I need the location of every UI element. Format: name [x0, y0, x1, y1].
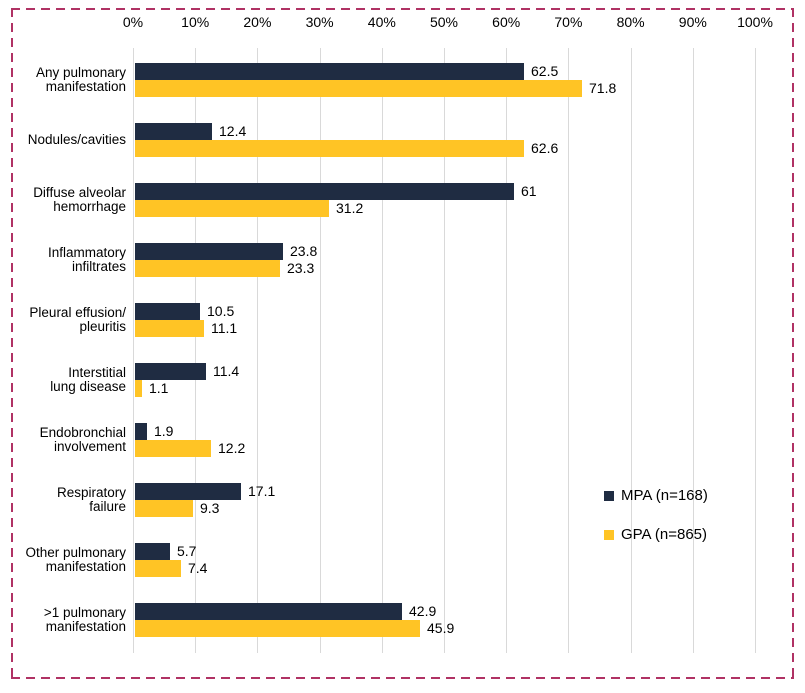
bar-value-label: 7.4 — [188, 560, 208, 576]
bar-mpa — [135, 423, 147, 440]
axis-tick-label: 80% — [616, 14, 645, 30]
gridline — [257, 48, 258, 653]
bar-value-label: 71.8 — [589, 80, 617, 96]
axis-tick-label: 10% — [181, 14, 210, 30]
bar-gpa — [135, 200, 329, 217]
bar-mpa — [135, 543, 170, 560]
axis-tick-label: 70% — [554, 14, 583, 30]
axis-tick-label: 50% — [429, 14, 459, 30]
gridline — [195, 48, 196, 653]
bar-gpa — [135, 440, 211, 457]
bar-value-label: 17.1 — [248, 483, 276, 499]
bar-mpa — [135, 303, 200, 320]
bar-mpa — [135, 483, 241, 500]
category-label: Pleural effusion/ pleuritis — [29, 304, 126, 334]
bar-gpa — [135, 320, 204, 337]
bar-value-label: 11.4 — [213, 363, 240, 379]
bar-gpa — [135, 560, 181, 577]
bar-value-label: 9.3 — [200, 500, 220, 516]
gridline — [568, 48, 569, 653]
bar-mpa — [135, 243, 283, 260]
bar-mpa — [135, 123, 212, 140]
bar-value-label: 10.5 — [207, 303, 235, 319]
dashed-border-left — [11, 8, 13, 679]
axis-tick-label: 40% — [367, 14, 396, 30]
category-label: Any pulmonary manifestation — [35, 64, 126, 94]
bar-value-label: 31.2 — [336, 200, 364, 216]
bar-value-label: 61 — [521, 183, 537, 199]
gridline — [133, 48, 134, 653]
legend-label-gpa: GPA (n=865) — [621, 526, 708, 543]
bar-mpa — [135, 603, 402, 620]
axis-tick-label: 30% — [305, 14, 334, 30]
axis-tick-label: 0% — [122, 14, 144, 30]
gridline — [320, 48, 321, 653]
bar-gpa — [135, 500, 193, 517]
category-label: Diffuse alveolar hemorrhage — [33, 184, 126, 214]
bar-value-label: 11.1 — [211, 320, 238, 336]
gridline — [631, 48, 632, 653]
legend-swatch-gpa — [604, 530, 614, 540]
bar-value-label: 62.5 — [531, 63, 559, 79]
dashed-border-right — [792, 8, 794, 679]
legend-item-gpa: GPA (n=865) — [604, 526, 708, 544]
bar-gpa — [135, 260, 280, 277]
dashed-border-top — [11, 8, 794, 10]
dashed-border-bottom — [11, 677, 794, 679]
category-label: Inflammatory infiltrates — [47, 244, 126, 274]
bar-value-label: 1.1 — [149, 380, 169, 396]
axis-tick-label: 90% — [678, 14, 707, 30]
gridline — [755, 48, 756, 653]
gridline — [693, 48, 694, 653]
gridline — [444, 48, 445, 653]
legend-label-mpa: MPA (n=168) — [621, 487, 708, 504]
bar-value-label: 1.9 — [154, 423, 174, 439]
bar-gpa — [135, 380, 142, 397]
legend-swatch-mpa — [604, 491, 614, 501]
gridline — [506, 48, 507, 653]
bar-value-label: 12.4 — [219, 123, 247, 139]
gridline — [382, 48, 383, 653]
bar-mpa — [135, 363, 206, 380]
bar-value-label: 42.9 — [409, 603, 437, 619]
category-label: Respiratory failure — [56, 484, 126, 514]
category-label: Other pulmonary manifestation — [25, 544, 126, 574]
bar-mpa — [135, 63, 524, 80]
axis-tick-label: 60% — [492, 14, 521, 30]
category-label: Endobronchial involvement — [39, 424, 126, 454]
bar-value-label: 62.6 — [531, 140, 559, 156]
bar-mpa — [135, 183, 514, 200]
category-label: >1 pulmonary manifestation — [43, 604, 126, 634]
axis-tick-label: 20% — [243, 14, 272, 30]
x-axis-tick-labels: 0% 10% 20% 30% 40% 50% 60% 70% 80% 90% 100% — [0, 13, 805, 31]
bar-value-label: 5.7 — [177, 543, 197, 559]
bar-gpa — [135, 80, 582, 97]
category-label: Interstitial lung disease — [50, 364, 126, 394]
category-label: Nodules/cavities — [27, 131, 126, 147]
bar-value-label: 45.9 — [427, 620, 455, 636]
axis-tick-label: 100% — [737, 14, 773, 30]
legend-item-mpa: MPA (n=168) — [604, 487, 708, 505]
bar-value-label: 23.8 — [290, 243, 318, 259]
bar-value-label: 12.2 — [218, 440, 246, 456]
bar-gpa — [135, 140, 524, 157]
legend: MPA (n=168) GPA (n=865) — [604, 487, 708, 565]
bar-value-label: 23.3 — [287, 260, 315, 276]
plot-area: 62.5 71.8 12.4 62.6 61 31.2 23.8 23.3 10.5 11.1 11… — [133, 48, 756, 653]
bar-gpa — [135, 620, 420, 637]
